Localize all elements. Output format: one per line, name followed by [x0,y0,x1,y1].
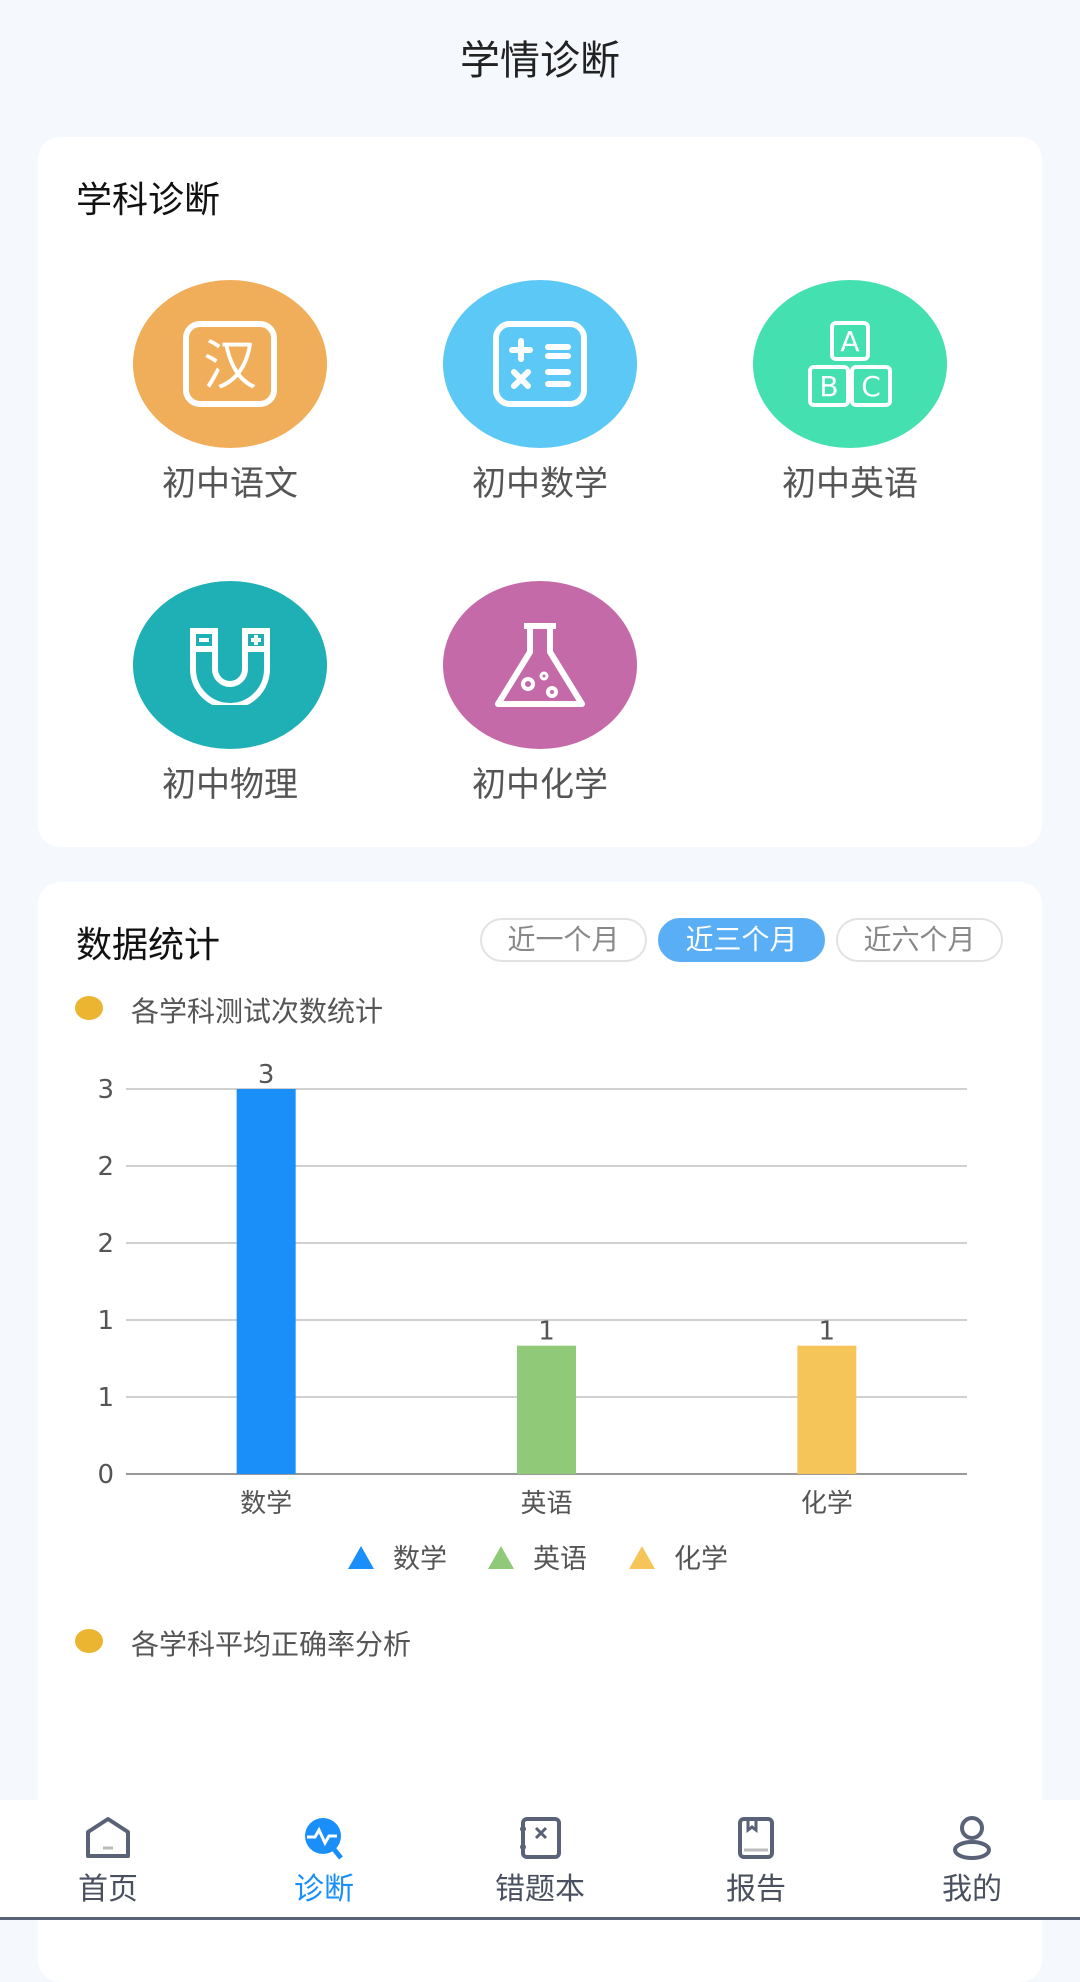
range-6-months[interactable]: 近六个月 [836,918,1003,962]
section-title-accuracy: 各学科平均正确率分析 [131,1628,412,1661]
legend-triangle-icon [629,1546,655,1569]
y-tick-label: 1 [97,1306,114,1336]
subject-label: 初中数学 [472,464,608,504]
subject-label: 初中物理 [162,765,298,805]
nav-label: 首页 [78,1872,138,1907]
nav-label: 报告 [726,1872,786,1907]
bar-数学 [236,1089,296,1474]
x-tick-label: 英语 [520,1489,572,1519]
subjects-title: 学科诊断 [76,180,221,221]
page-title: 学情诊断 [460,38,620,84]
bottom-nav: 首页 诊断 错题本 报告 我的 [0,1800,1080,1920]
nav-profile[interactable]: 我的 [864,1800,1080,1908]
y-tick-label: 3 [97,1075,114,1105]
profile-icon [953,1816,991,1860]
stats-title: 数据统计 [76,925,221,966]
wrong-book-icon [520,1817,561,1859]
nav-label: 诊断 [294,1872,354,1907]
nav-label: 我的 [942,1872,1002,1907]
subject-label: 初中化学 [472,765,608,805]
subject-chemistry[interactable]: 初中化学 [420,581,660,806]
calculator-icon [443,280,637,448]
bar-化学 [797,1345,857,1474]
legend-label: 数学 [393,1544,447,1575]
x-tick-label: 化学 [801,1489,853,1519]
nav-label: 错题本 [495,1872,585,1907]
nav-wrong-book[interactable]: 错题本 [432,1800,648,1908]
svg-text:C: C [861,370,881,403]
section-dot-icon [75,1629,103,1653]
magnet-icon [133,581,327,749]
range-3-months[interactable]: 近三个月 [658,918,825,962]
legend-label: 化学 [674,1544,728,1575]
data-label: 1 [819,1317,836,1347]
subject-label: 初中英语 [782,464,918,504]
svg-text:B: B [819,370,838,403]
section-title-test-count: 各学科测试次数统计 [131,995,384,1028]
han-character-icon: 汉 [133,280,327,448]
section-dot-icon [75,996,103,1020]
report-icon [738,1817,774,1859]
flask-icon [443,581,637,749]
legend-triangle-icon [348,1546,374,1569]
data-label: 3 [258,1060,275,1090]
subject-physics[interactable]: 初中物理 [110,581,350,806]
subject-chinese[interactable]: 汉 初中语文 [110,280,350,505]
y-tick-label: 2 [97,1229,114,1259]
nav-bottom-border [0,1917,1080,1920]
legend-label: 英语 [533,1544,587,1575]
svg-text:A: A [840,325,859,358]
diagnosis-icon [305,1818,343,1860]
nav-home[interactable]: 首页 [0,1800,216,1908]
y-tick-label: 1 [97,1383,114,1413]
subject-math[interactable]: 初中数学 [420,280,660,505]
svg-text:汉: 汉 [203,334,257,397]
y-tick-label: 2 [97,1152,114,1182]
subject-label: 初中语文 [162,464,298,504]
bar-英语 [517,1345,576,1474]
x-tick-label: 数学 [240,1489,292,1519]
range-1-month[interactable]: 近一个月 [480,918,647,962]
nav-diagnosis[interactable]: 诊断 [216,1800,432,1908]
home-icon [86,1817,130,1858]
y-tick-label: 0 [97,1460,114,1490]
legend-triangle-icon [488,1546,514,1569]
data-label: 1 [538,1317,555,1347]
nav-report[interactable]: 报告 [648,1800,864,1908]
